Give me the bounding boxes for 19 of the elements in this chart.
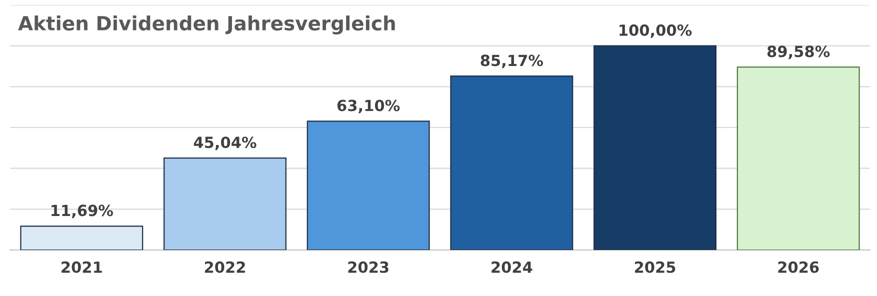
x-tick-label: 2022 bbox=[204, 261, 245, 273]
text: Aktien Dividenden Jahresvergleich bbox=[18, 16, 395, 34]
x-tick-label: 2025 bbox=[634, 261, 676, 273]
data-label: 100,00% bbox=[620, 24, 692, 38]
data-label: 45,04% bbox=[194, 136, 256, 150]
bar bbox=[594, 45, 716, 250]
bar bbox=[736, 66, 860, 250]
x-tick-label: 2024 bbox=[492, 261, 532, 273]
data-label: 11,69% bbox=[52, 204, 113, 218]
bar bbox=[20, 226, 144, 250]
x-tick-label: 2023 bbox=[348, 261, 388, 273]
bar bbox=[164, 157, 286, 250]
x-tick-label: 2026 bbox=[778, 261, 819, 273]
data-label: 89,58% bbox=[767, 46, 830, 60]
x-tick-label: 2021 bbox=[62, 261, 102, 273]
data-label: 85,17% bbox=[480, 54, 543, 68]
data-label: 63,10% bbox=[337, 100, 400, 114]
bar bbox=[306, 120, 430, 250]
bar bbox=[450, 76, 574, 250]
